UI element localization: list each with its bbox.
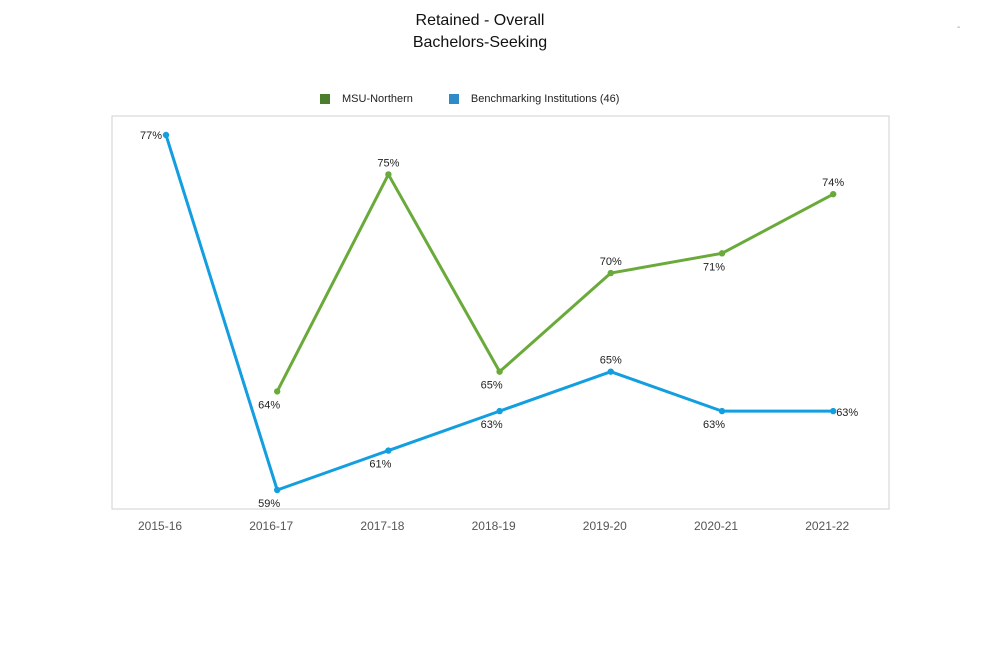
chart-title-line-2: Bachelors-Seeking bbox=[412, 34, 548, 51]
x-axis: 2015-16 2016-17 2017-18 2018-19 2019-20 2020-… bbox=[138, 519, 850, 533]
corner-mark: - bbox=[957, 22, 961, 33]
x-tick-label-2016-17: 2016-17 bbox=[249, 519, 293, 533]
legend-swatch-benchmarking bbox=[448, 94, 459, 104]
data-label-benchmarking-institutions-2021-22: 63% bbox=[836, 407, 858, 419]
x-tick-label-2020-21: 2020-21 bbox=[694, 519, 738, 533]
x-tick-label-2018-19: 2018-19 bbox=[472, 519, 516, 533]
data-label-benchmarking-institutions-2016-17: 59% bbox=[258, 498, 280, 510]
chart-legend: MSU-Northern Benchmarking Institutions (… bbox=[320, 93, 655, 105]
data-point-benchmarking-institutions-2016-17[interactable] bbox=[274, 486, 281, 494]
data-label-benchmarking-institutions-2019-20: 65% bbox=[600, 355, 622, 367]
legend-label-benchmarking: Benchmarking Institutions bbox=[470, 93, 597, 105]
data-point-benchmarking-institutions-2018-19[interactable] bbox=[496, 407, 503, 415]
series-line-benchmarking-institutions bbox=[164, 133, 835, 492]
data-label-benchmarking-institutions-2015-16: 77% bbox=[140, 130, 162, 142]
legend-label-msu-northern: MSU-Northern bbox=[342, 93, 413, 105]
data-label-benchmarking-institutions-2018-19: 63% bbox=[481, 419, 503, 431]
data-point-msu-northern-2017-18[interactable] bbox=[385, 171, 392, 178]
data-label-benchmarking-institutions-2020-21: 63% bbox=[703, 419, 725, 431]
chart-title-line-1: Retained - Overall bbox=[415, 12, 545, 29]
data-label-msu-northern-2020-21: 71% bbox=[703, 261, 725, 273]
data-label-benchmarking-institutions-2017-18: 61% bbox=[369, 459, 391, 471]
data-label-msu-northern-2018-19: 65% bbox=[481, 380, 503, 392]
data-point-msu-northern-2018-19[interactable] bbox=[496, 368, 503, 375]
x-tick-label-2017-18: 2017-18 bbox=[360, 519, 404, 533]
plot-area bbox=[111, 115, 890, 510]
data-point-msu-northern-2016-17[interactable] bbox=[274, 388, 281, 395]
data-label-msu-northern-2021-22: 74% bbox=[822, 177, 844, 189]
data-point-msu-northern-2020-21[interactable] bbox=[718, 250, 726, 257]
data-label-msu-northern-2016-17: 64% bbox=[258, 399, 280, 411]
data-point-msu-northern-2019-20[interactable] bbox=[607, 269, 614, 277]
legend-note-benchmarking: (46) bbox=[599, 93, 620, 105]
data-point-benchmarking-institutions-2017-18[interactable] bbox=[385, 447, 392, 454]
data-point-msu-northern-2021-22[interactable] bbox=[830, 190, 837, 198]
legend-swatch-msu-northern bbox=[320, 94, 330, 104]
x-tick-label-2021-22: 2021-22 bbox=[805, 519, 849, 533]
legend-item-benchmarking[interactable]: Benchmarking Institutions (46) bbox=[448, 93, 620, 105]
series-layer: 64% 75% 65% 70% 71% 74% 77% 59% 61% 63% 65% 63% 63% bbox=[140, 130, 858, 510]
data-point-benchmarking-institutions-2020-21[interactable] bbox=[718, 407, 726, 415]
chart-title: Retained - Overall Bachelors-Seeking bbox=[280, 10, 680, 54]
data-point-benchmarking-institutions-2021-22[interactable] bbox=[830, 407, 837, 415]
legend-item-msu-northern[interactable]: MSU-Northern bbox=[320, 93, 413, 105]
data-point-benchmarking-institutions-2015-16[interactable] bbox=[162, 131, 170, 139]
data-label-msu-northern-2019-20: 70% bbox=[600, 256, 622, 268]
x-tick-label-2015-16: 2015-16 bbox=[138, 519, 182, 533]
data-label-msu-northern-2017-18: 75% bbox=[377, 157, 399, 169]
data-point-benchmarking-institutions-2019-20[interactable] bbox=[607, 368, 614, 375]
series-line-msu-northern bbox=[275, 172, 835, 393]
x-tick-label-2019-20: 2019-20 bbox=[583, 519, 627, 533]
